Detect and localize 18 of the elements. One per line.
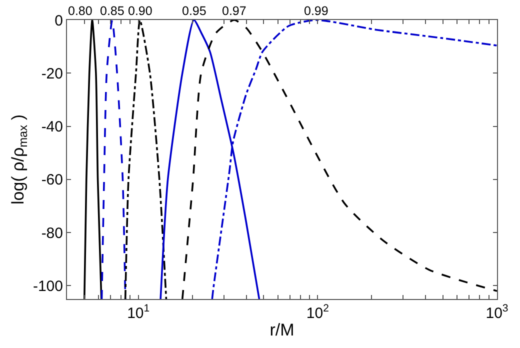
series-label: 0.97	[222, 4, 246, 18]
line-series	[83, 20, 102, 299]
y-tick-label: -60	[41, 172, 63, 189]
x-tick-label: 10$^{2}$	[306, 302, 330, 322]
y-tick-label: 0	[54, 12, 63, 30]
y-tick-label: -20	[41, 65, 63, 82]
y-tick-label: -40	[41, 118, 63, 136]
series-label: 0.90	[128, 4, 152, 18]
x-axis-title: r/M	[270, 320, 294, 340]
y-tick-label: -100	[32, 278, 63, 295]
series-label: 0.95	[182, 4, 206, 18]
line-series	[100, 20, 126, 299]
x-tick-label: 10$^{1}$	[127, 302, 150, 322]
x-tick-label: 10$^{3}$	[486, 302, 508, 322]
series-label: 0.85	[100, 4, 124, 18]
series-label: 0.80	[68, 4, 92, 18]
y-tick-label: -80	[41, 224, 63, 242]
series-label: 0.99	[304, 4, 328, 18]
